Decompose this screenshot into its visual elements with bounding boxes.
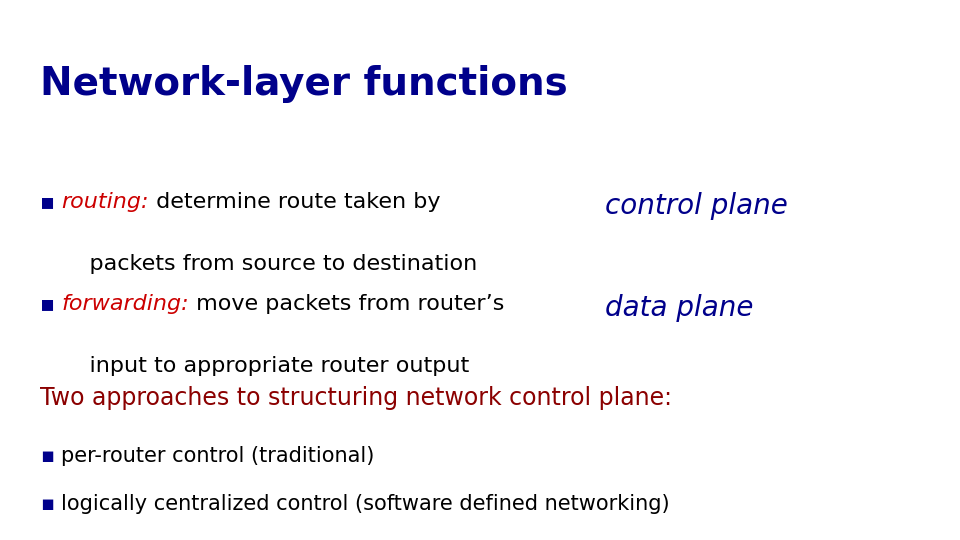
Text: data plane: data plane: [605, 294, 754, 322]
Text: ▪: ▪: [40, 494, 55, 514]
Text: packets from source to destination: packets from source to destination: [61, 254, 478, 274]
Text: ▪: ▪: [40, 192, 56, 212]
Text: move packets from router’s: move packets from router’s: [189, 294, 504, 314]
Text: routing:: routing:: [61, 192, 149, 212]
Text: per-router control (traditional): per-router control (traditional): [61, 446, 374, 465]
Text: Network-layer functions: Network-layer functions: [40, 65, 568, 103]
Text: determine route taken by: determine route taken by: [149, 192, 441, 212]
Text: logically centralized control (software defined networking): logically centralized control (software …: [61, 494, 670, 514]
Text: control plane: control plane: [605, 192, 787, 220]
Text: ▪: ▪: [40, 446, 55, 465]
Text: ▪: ▪: [40, 294, 56, 314]
Text: forwarding:: forwarding:: [61, 294, 189, 314]
Text: input to appropriate router output: input to appropriate router output: [61, 356, 469, 376]
Text: Two approaches to structuring network control plane:: Two approaches to structuring network co…: [40, 386, 672, 410]
